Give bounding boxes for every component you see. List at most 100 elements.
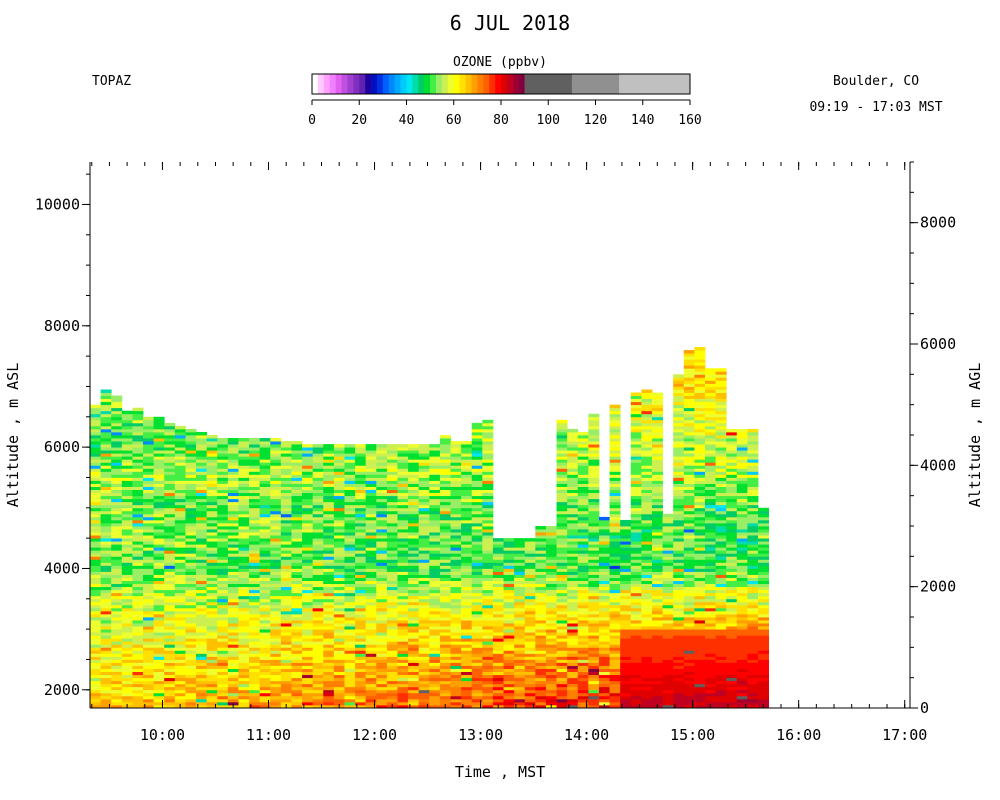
heatmap-cell	[312, 526, 324, 530]
heatmap-cell	[132, 407, 144, 412]
heatmap-cell	[323, 662, 335, 666]
heatmap-cell	[439, 519, 451, 524]
heatmap-cell	[270, 516, 282, 521]
heatmap-cell	[291, 656, 303, 660]
heatmap-cell	[249, 501, 261, 506]
heatmap-cell	[641, 538, 653, 542]
heatmap-cell	[217, 438, 229, 442]
heatmap-cell	[153, 459, 165, 463]
heatmap-cell	[397, 623, 409, 627]
heatmap-cell	[344, 704, 356, 709]
heatmap-cell	[100, 431, 112, 436]
heatmap-cell	[302, 689, 314, 694]
heatmap-cell	[291, 486, 303, 490]
heatmap-cell	[450, 510, 462, 515]
heatmap-cell	[609, 404, 621, 409]
heatmap-cell	[492, 571, 504, 575]
heatmap-cell	[577, 665, 589, 669]
heatmap-cell	[280, 444, 292, 448]
heatmap-cell	[153, 562, 165, 566]
heatmap-cell	[344, 526, 356, 530]
heatmap-cell	[482, 529, 494, 533]
heatmap-cell	[132, 495, 144, 500]
heatmap-cell	[121, 698, 133, 703]
heatmap-cell	[132, 659, 144, 663]
heatmap-cell	[238, 516, 250, 521]
heatmap-cell	[514, 553, 526, 557]
heatmap-cell	[249, 668, 261, 672]
heatmap-cell	[609, 701, 621, 706]
heatmap-cell	[270, 698, 282, 703]
heatmap-cell	[164, 468, 176, 472]
heatmap-cell	[376, 695, 388, 700]
heatmap-cell	[206, 641, 218, 645]
heatmap-cell	[408, 498, 420, 503]
heatmap-cell	[302, 638, 314, 642]
heatmap-cell	[408, 580, 420, 585]
heatmap-cell	[418, 610, 430, 615]
heatmap-cell	[620, 641, 632, 645]
heatmap-cell	[90, 504, 102, 509]
heatmap-cell	[121, 413, 133, 418]
heatmap-cell	[153, 510, 165, 515]
heatmap-cell	[206, 671, 218, 676]
heatmap-cell	[598, 526, 610, 530]
heatmap-cell	[535, 571, 547, 575]
heatmap-cell	[461, 526, 473, 530]
heatmap-cell	[630, 404, 642, 409]
heatmap-cell	[673, 592, 685, 597]
heatmap-cell	[206, 459, 218, 463]
heatmap-cell	[227, 698, 239, 703]
heatmap-cell	[323, 459, 335, 463]
heatmap-cell	[291, 641, 303, 645]
heatmap-cell	[100, 665, 112, 669]
heatmap-cell	[259, 574, 271, 578]
heatmap-cell	[280, 686, 292, 691]
heatmap-cell	[206, 556, 218, 560]
heatmap-cell	[651, 392, 663, 396]
heatmap-cell	[673, 474, 685, 478]
heatmap-cell	[143, 641, 155, 645]
heatmap-cell	[365, 656, 377, 660]
heatmap-cell	[259, 550, 271, 554]
heatmap-cell	[620, 559, 632, 563]
heatmap-cell	[429, 653, 441, 657]
heatmap-cell	[503, 601, 515, 606]
heatmap-cell	[408, 613, 420, 618]
heatmap-cell	[535, 701, 547, 706]
heatmap-cell	[206, 547, 218, 551]
heatmap-cell	[238, 632, 250, 636]
heatmap-cell	[270, 644, 282, 648]
heatmap-cell	[418, 510, 430, 515]
heatmap-cell	[249, 504, 261, 509]
heatmap-cell	[461, 538, 473, 542]
heatmap-cell	[90, 407, 102, 412]
heatmap-cell	[164, 507, 176, 512]
heatmap-cell	[482, 550, 494, 554]
heatmap-cell	[312, 601, 324, 606]
heatmap-cell	[227, 638, 239, 642]
heatmap-cell	[333, 535, 345, 539]
heatmap-cell	[100, 541, 112, 545]
heatmap-cell	[461, 704, 473, 709]
heatmap-cell	[461, 474, 473, 478]
heatmap-cell	[630, 444, 642, 448]
heatmap-cell	[185, 617, 197, 621]
heatmap-cell	[651, 410, 663, 415]
heatmap-cell	[524, 650, 536, 654]
heatmap-cell	[291, 513, 303, 518]
heatmap-cell	[471, 665, 483, 669]
heatmap-cell	[609, 456, 621, 460]
heatmap-cell	[355, 498, 367, 503]
heatmap-cell	[683, 653, 695, 657]
heatmap-cell	[302, 459, 314, 463]
heatmap-cell	[673, 532, 685, 536]
heatmap-cell	[588, 504, 600, 509]
heatmap-cell	[376, 607, 388, 612]
heatmap-cell	[270, 595, 282, 600]
heatmap-cell	[206, 541, 218, 545]
heatmap-cell	[333, 456, 345, 460]
heatmap-cell	[323, 483, 335, 487]
heatmap-cell	[206, 668, 218, 672]
heatmap-cell	[365, 607, 377, 612]
